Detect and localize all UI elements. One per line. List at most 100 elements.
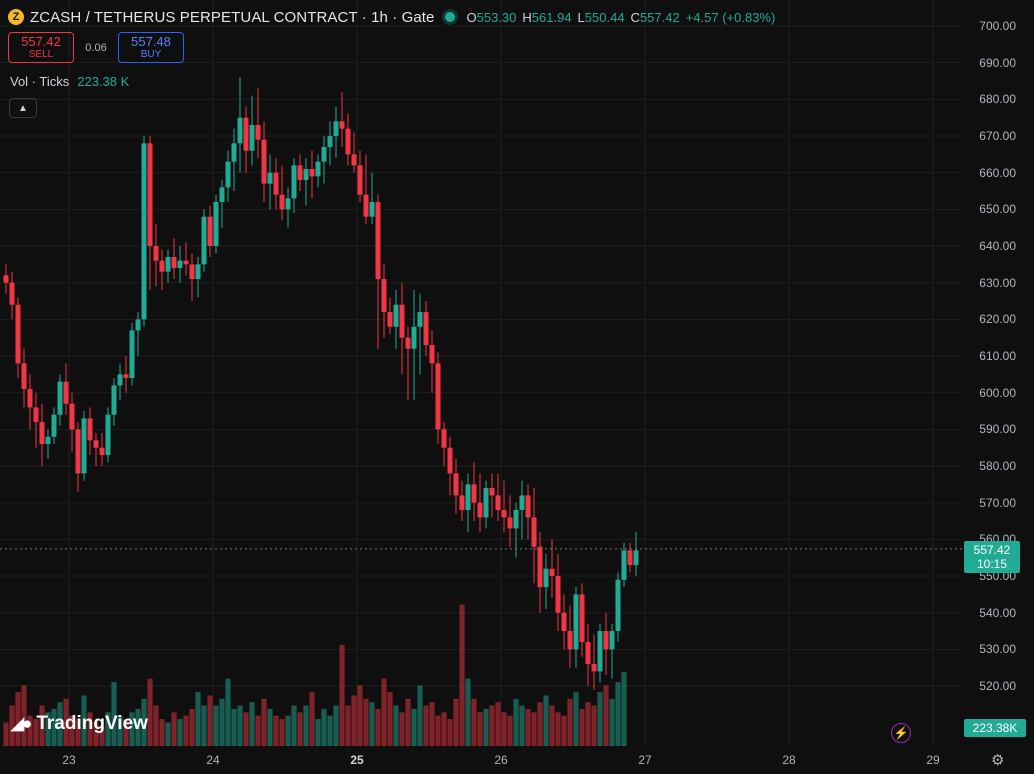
candle-body <box>291 165 297 199</box>
volume-bar <box>393 705 399 746</box>
volume-bar <box>159 719 165 746</box>
chart-grid <box>0 0 960 746</box>
volume-bar <box>417 685 423 746</box>
price-axis-label: 690.00 <box>979 55 1016 70</box>
volume-bar <box>441 712 447 746</box>
price-axis-label: 680.00 <box>979 92 1016 107</box>
candle-body <box>33 407 39 423</box>
candle-body <box>603 631 609 650</box>
candle-body <box>249 125 255 151</box>
volume-bar <box>429 702 435 746</box>
volume-bar <box>81 695 87 746</box>
candle-body <box>15 304 21 364</box>
ohlc-legend: O553.30 H561.94 L550.44 C557.42 +4.57 (+… <box>466 9 776 25</box>
spread-value: 0.06 <box>85 41 107 54</box>
candle-body <box>351 154 357 166</box>
price-axis-label: 520.00 <box>979 679 1016 694</box>
candle-body <box>543 568 549 588</box>
candle-body <box>27 389 33 408</box>
candle-body <box>87 418 93 441</box>
buy-price: 557.48 <box>131 33 171 49</box>
price-axis-label: 670.00 <box>979 129 1016 143</box>
candle-body <box>39 422 45 445</box>
lightning-icon[interactable]: ⚡ <box>891 723 911 743</box>
candle-body <box>579 594 585 643</box>
time-axis-label: 24 <box>206 753 220 767</box>
volume-bar <box>267 708 273 746</box>
volume-bar <box>501 712 507 746</box>
candle-body <box>453 473 459 496</box>
last-volume-tag: 223.38K <box>964 719 1026 737</box>
volume-bar <box>483 708 489 746</box>
volume-bar <box>273 715 279 746</box>
candle-body <box>561 612 567 632</box>
candle-body <box>285 198 291 210</box>
bar-countdown: 10:15 <box>976 557 1008 571</box>
volume-bar <box>615 681 621 746</box>
candle-body <box>297 165 303 181</box>
volume-bar <box>297 712 303 746</box>
volume-legend[interactable]: Vol · Ticks 223.38 K <box>10 74 129 89</box>
volume-bar <box>609 698 615 746</box>
volume-bar <box>315 719 321 746</box>
volume-bar <box>345 705 351 746</box>
candle-body <box>279 194 285 210</box>
collapse-legend-button[interactable]: ▲ <box>9 98 37 118</box>
candle-body <box>597 631 603 672</box>
candle-body <box>483 488 489 518</box>
volume-bar <box>153 705 159 746</box>
volume-bar <box>69 715 75 746</box>
price-axis-label: 630.00 <box>979 275 1016 290</box>
tradingview-logo[interactable]: ◢● TradingView <box>11 713 148 735</box>
volume-bar <box>597 692 603 746</box>
volume-bar <box>9 705 15 746</box>
volume-bar <box>87 712 93 746</box>
volume-bar <box>513 698 519 746</box>
chevron-up-icon: ▲ <box>18 102 28 114</box>
volume-bar <box>279 719 285 746</box>
candle-body <box>369 202 375 217</box>
candle-body <box>177 260 183 269</box>
volume-bar <box>237 705 243 746</box>
volume-bar <box>405 698 411 746</box>
candle-body <box>345 128 351 155</box>
volume-bar <box>591 705 597 746</box>
candle-body <box>567 631 573 650</box>
buy-button[interactable]: 557.48 BUY <box>118 32 184 63</box>
volume-bar <box>459 604 465 746</box>
logo-text: TradingView <box>36 713 148 734</box>
volume-bar <box>555 712 561 746</box>
candle-body <box>459 495 465 511</box>
candle-body <box>411 326 417 349</box>
candle-body <box>393 304 399 327</box>
volume-bar <box>21 685 27 746</box>
volume-bar <box>309 692 315 746</box>
sell-button[interactable]: 557.42 SELL <box>8 32 74 63</box>
candle-body <box>195 264 201 280</box>
candle-body <box>183 260 189 265</box>
candle-body <box>615 579 621 632</box>
candle-body <box>447 447 453 474</box>
candle-body <box>243 117 249 151</box>
candle-body <box>93 440 99 448</box>
candle-body <box>573 594 579 650</box>
volume-bar <box>327 715 333 746</box>
candle-body <box>219 187 225 203</box>
price-axis-label: 590.00 <box>979 422 1016 437</box>
volume-bar <box>369 702 375 746</box>
volume-bar <box>351 695 357 746</box>
candle-body <box>495 495 501 511</box>
candle-body <box>303 169 309 181</box>
gear-icon[interactable]: ⚙ <box>991 752 1005 769</box>
volume-bar <box>291 705 297 746</box>
volume-bar <box>567 698 573 746</box>
volume-bar <box>357 685 363 746</box>
symbol-title[interactable]: ZCASH / TETHERUS PERPETUAL CONTRACT · 1h… <box>30 8 435 26</box>
price-axis-label: 570.00 <box>979 495 1016 510</box>
sell-price: 557.42 <box>21 33 61 49</box>
price-axis-label: 580.00 <box>979 459 1016 474</box>
candle-body <box>429 345 435 364</box>
candle-body <box>537 546 543 588</box>
volume-bar <box>93 722 99 746</box>
